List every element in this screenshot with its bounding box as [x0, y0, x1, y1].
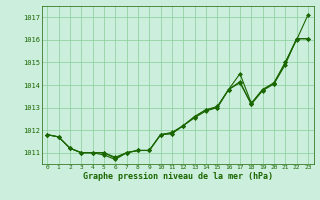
- X-axis label: Graphe pression niveau de la mer (hPa): Graphe pression niveau de la mer (hPa): [83, 172, 273, 181]
